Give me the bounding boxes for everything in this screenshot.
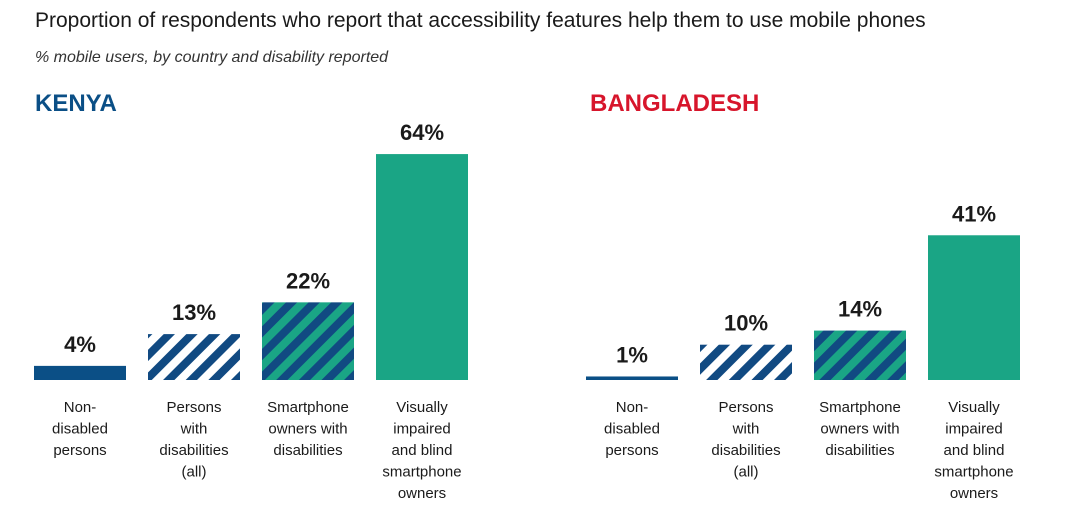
value-label: 4% (64, 332, 96, 357)
bar (34, 365, 126, 380)
bar (376, 154, 468, 380)
value-label: 41% (952, 201, 996, 226)
bar (700, 344, 792, 380)
value-label: 10% (724, 311, 768, 336)
value-label: 14% (838, 297, 882, 322)
bar (148, 334, 240, 380)
value-label: 64% (400, 120, 444, 145)
bar (928, 235, 1020, 380)
category-label: Non-disabled persons (604, 399, 660, 459)
chart-subtitle: % mobile users, by country and disabilit… (35, 49, 389, 66)
chart-title: Proportion of respondents who report tha… (35, 9, 926, 32)
panel-title: KENYA (35, 90, 117, 117)
bar (262, 302, 354, 380)
category-label: Smartphone owners with disabilities (267, 399, 349, 459)
value-label: 1% (616, 342, 648, 367)
category-label: Visually impaired and blind smartphone owner… (934, 399, 1013, 502)
bar (814, 330, 906, 380)
category-label: Visually impaired and blind smartphone owner… (382, 399, 461, 502)
category-label: Smartphone owners with disabilities (819, 399, 901, 459)
category-label: Persons with disabilities (all) (711, 399, 780, 481)
value-label: 22% (286, 268, 330, 293)
bar (586, 376, 678, 380)
value-label: 13% (172, 300, 216, 325)
category-label: Non-disabled persons (52, 399, 108, 459)
category-label: Persons with disabilities (all) (159, 399, 228, 481)
panel-title: BANGLADESH (590, 90, 759, 117)
